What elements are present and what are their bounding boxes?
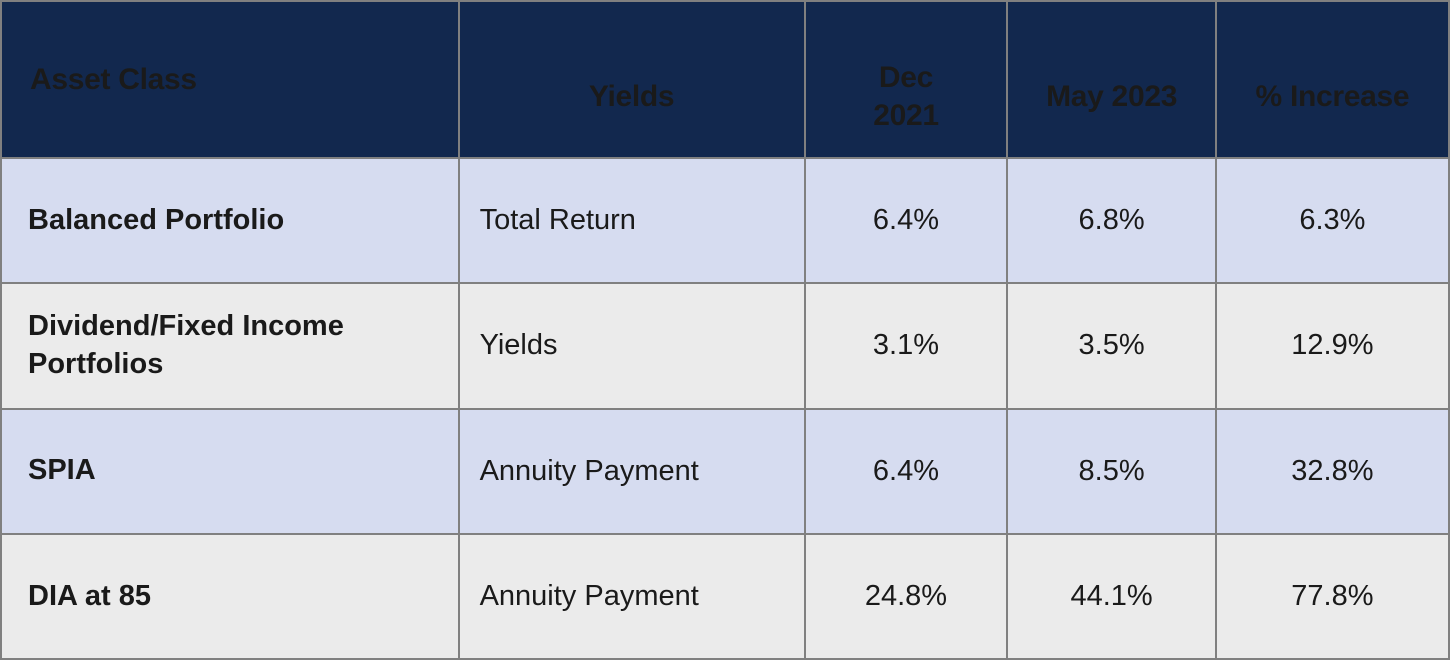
- value-cell-dec-2021: 6.4%: [803, 407, 1009, 535]
- header-row: Asset Class Yields Dec 2021 May 2023 % I…: [0, 0, 1450, 159]
- metric-cell: Yields: [457, 282, 806, 410]
- value-cell-percent-increase: 12.9%: [1214, 282, 1450, 410]
- metric-cell: Annuity Payment: [457, 407, 806, 535]
- table-row-dia-at-85: DIA at 85 Annuity Payment 24.8% 44.1% 77…: [0, 532, 1450, 660]
- header-percent-increase: % Increase: [1214, 0, 1450, 159]
- value-cell-dec-2021: 6.4%: [803, 156, 1009, 285]
- header-yields: Yields: [457, 0, 806, 159]
- table-body: Balanced Portfolio Total Return 6.4% 6.8…: [0, 156, 1450, 660]
- value-cell-dec-2021: 24.8%: [803, 532, 1009, 660]
- value-cell-dec-2021: 3.1%: [803, 282, 1009, 410]
- header-dec-2021-label: Dec 2021: [873, 61, 939, 132]
- table-header: Asset Class Yields Dec 2021 May 2023 % I…: [0, 0, 1450, 159]
- header-yields-label: Yields: [588, 79, 675, 113]
- table-row-balanced-portfolio: Balanced Portfolio Total Return 6.4% 6.8…: [0, 156, 1450, 285]
- header-dec-2021: Dec 2021: [803, 0, 1009, 159]
- table-row-dividend-fixed-income: Dividend/Fixed Income Portfolios Yields …: [0, 282, 1450, 410]
- value-cell-may-2023: 3.5%: [1006, 282, 1217, 410]
- header-may-2023: May 2023: [1006, 0, 1217, 159]
- header-asset-class: Asset Class: [0, 0, 460, 159]
- value-cell-may-2023: 6.8%: [1006, 156, 1217, 285]
- row-label-cell: DIA at 85: [0, 532, 460, 660]
- value-cell-may-2023: 8.5%: [1006, 407, 1217, 535]
- value-cell-percent-increase: 77.8%: [1214, 532, 1450, 660]
- row-label-cell: SPIA: [0, 407, 460, 535]
- row-label-cell: Balanced Portfolio: [0, 156, 460, 285]
- value-cell-percent-increase: 6.3%: [1214, 156, 1450, 285]
- value-cell-may-2023: 44.1%: [1006, 532, 1217, 660]
- metric-cell: Annuity Payment: [457, 532, 806, 660]
- header-may-2023-label: May 2023: [1046, 79, 1178, 113]
- header-percent-increase-label: % Increase: [1255, 79, 1410, 113]
- value-cell-percent-increase: 32.8%: [1214, 407, 1450, 535]
- row-label-cell: Dividend/Fixed Income Portfolios: [0, 282, 460, 410]
- metric-cell: Total Return: [457, 156, 806, 285]
- table-row-spia: SPIA Annuity Payment 6.4% 8.5% 32.8%: [0, 407, 1450, 535]
